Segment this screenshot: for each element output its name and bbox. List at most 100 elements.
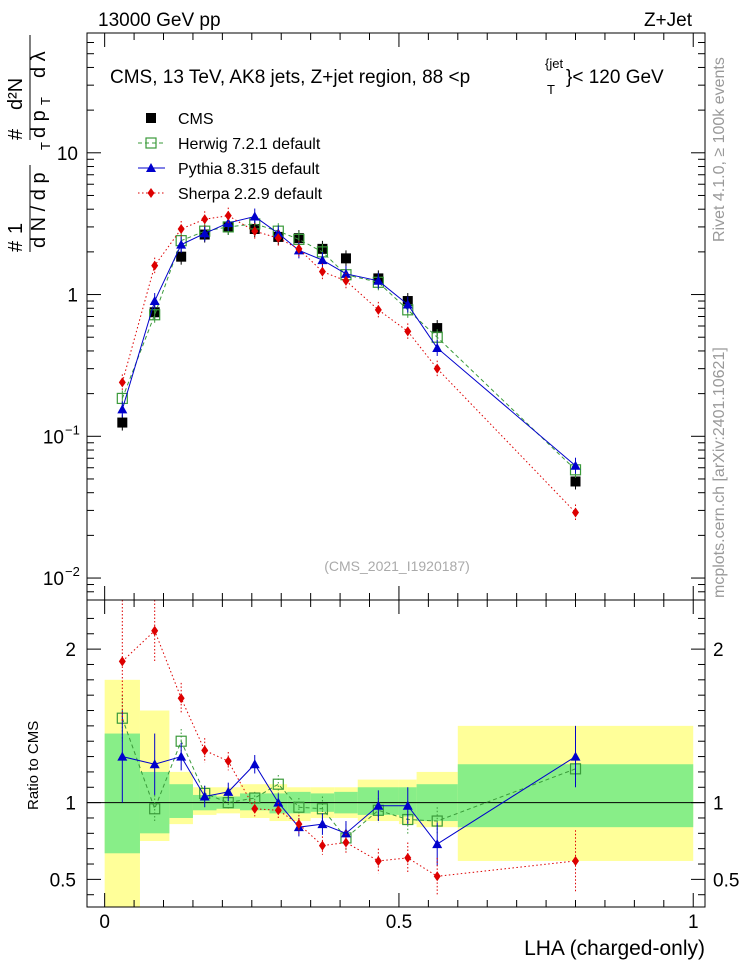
- ratio-point: [317, 819, 328, 829]
- header-right: Z+Jet: [644, 10, 693, 31]
- ratio-point: [118, 656, 126, 667]
- ylabel-dl: d λ: [28, 51, 50, 78]
- upper-ylabel: # 1 d N / d p T # d²N d p T d λ: [5, 35, 53, 252]
- ratio-point: [318, 840, 326, 851]
- ratio-point: [223, 786, 234, 796]
- ratio-y-tick-label: 1: [65, 794, 76, 815]
- data-point: [149, 296, 160, 306]
- data-point: [572, 507, 580, 518]
- ratio-point: [402, 800, 413, 810]
- legend: CMS Herwig 7.2.1 default Pythia 8.315 de…: [138, 111, 323, 203]
- ratio-point: [433, 871, 441, 882]
- ratio-ylabel: Ratio to CMS: [25, 721, 42, 810]
- y-tick-exponent: −2: [65, 564, 80, 579]
- data-point: [374, 304, 382, 315]
- legend-marker: [147, 188, 155, 198]
- ratio-point: [199, 791, 210, 801]
- x-tick-label: 0.5: [386, 912, 412, 933]
- ratio-point: [201, 745, 209, 756]
- ratio-point: [251, 803, 259, 814]
- ratio-point: [295, 819, 303, 830]
- ratio-point: [151, 625, 159, 636]
- ratio-point: [274, 805, 282, 816]
- ratio-point: [373, 800, 384, 810]
- upper-panel: [87, 33, 705, 600]
- legend-label-pythia: Pythia 8.315 default: [178, 161, 320, 178]
- legend-label-cms: CMS: [178, 111, 214, 128]
- ratio-y-tick-label: 0.5: [50, 870, 76, 891]
- plot-title: CMS, 13 TeV, AK8 jets, Z+jet region, 88 …: [110, 56, 664, 97]
- ratio-point: [293, 801, 305, 813]
- y-tick-exponent: −1: [65, 422, 80, 437]
- data-point: [249, 211, 260, 221]
- ratio-point: [272, 778, 284, 790]
- data-point: [149, 309, 161, 321]
- ratio-point: [432, 839, 443, 849]
- data-point: [404, 326, 412, 337]
- data-point: [432, 323, 443, 334]
- ratio-y-tick-label-right: 0.5: [713, 870, 739, 891]
- data-point: [118, 377, 126, 388]
- ratio-line: [122, 755, 576, 845]
- data-point: [570, 476, 581, 487]
- data-point: [176, 239, 187, 249]
- ratio-point: [249, 792, 261, 804]
- data-point: [273, 228, 284, 238]
- series-line: [121, 223, 576, 471]
- ylabel-dpt-sub: T: [38, 97, 53, 105]
- data-point: [151, 260, 159, 271]
- data-point: [295, 243, 303, 254]
- ratio-point: [149, 759, 160, 769]
- header-left: 13000 GeV pp: [98, 10, 221, 31]
- ylabel-d2n: d²N: [5, 78, 27, 110]
- ratio-point: [404, 852, 412, 863]
- data-point: [433, 363, 441, 374]
- data-point: [318, 266, 326, 277]
- data-point: [570, 460, 581, 470]
- data-point: [117, 404, 128, 414]
- ratio-point: [177, 693, 185, 704]
- data-point: [177, 223, 185, 234]
- legend-marker: [146, 113, 156, 123]
- data-point: [201, 214, 209, 225]
- title-main: CMS, 13 TeV, AK8 jets, Z+jet region, 88 …: [110, 67, 470, 88]
- y-tick-label: 10: [57, 144, 78, 165]
- data-point: [224, 210, 232, 221]
- data-point: [373, 275, 384, 285]
- ratio-line: [121, 629, 576, 877]
- data-point: [340, 253, 351, 264]
- ratio-point: [374, 855, 382, 866]
- series-line: [121, 216, 576, 467]
- x-tick-label: 0: [99, 912, 110, 933]
- y-tick-label: 1: [67, 286, 78, 307]
- ylabel-one: 1: [5, 223, 27, 234]
- ylabel-dpt: d p: [28, 110, 50, 138]
- title-sub: T: [547, 82, 555, 97]
- data-point: [251, 226, 259, 237]
- ratio-point: [572, 855, 580, 866]
- ratio-point: [249, 759, 260, 769]
- upper-frame-bg: [87, 33, 705, 600]
- ratio-point: [342, 837, 350, 848]
- ylabel-den: d N / d p: [28, 172, 50, 248]
- ratio-point: [149, 803, 161, 815]
- ratio-bands: [87, 679, 705, 907]
- title-tail: }< 120 GeV: [566, 67, 664, 88]
- data-point: [176, 251, 187, 262]
- analysis-id: (CMS_2021_I1920187): [324, 558, 470, 574]
- y-tick-label: 10: [43, 569, 64, 590]
- data-point: [199, 228, 210, 238]
- legend-marker: [145, 137, 157, 149]
- x-axis-label: LHA (charged-only): [524, 937, 705, 960]
- mcplots-label: mcplots.cern.ch [arXiv:2401.10621]: [711, 347, 728, 598]
- ratio-series: [116, 600, 582, 895]
- ratio-point: [117, 751, 128, 761]
- ylabel-den-sub: T: [38, 142, 53, 150]
- ratio-point: [570, 751, 581, 761]
- ylabel-hash2: #: [5, 128, 27, 140]
- ratio-point: [176, 751, 187, 761]
- ylabel-hash1: #: [5, 240, 27, 252]
- data-point: [274, 233, 282, 244]
